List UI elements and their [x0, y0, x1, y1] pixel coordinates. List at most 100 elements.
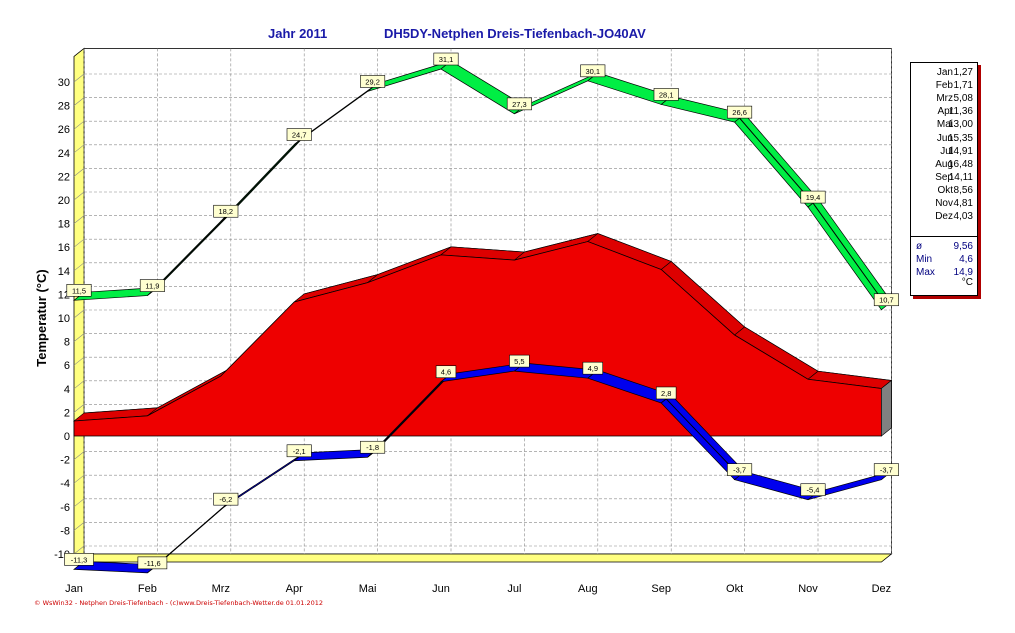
chart-title: Jahr 2011 [268, 26, 328, 41]
max-band-segment-edge [152, 216, 227, 292]
y-tick-label: 0 [64, 431, 70, 443]
max-value-label-box [580, 64, 606, 78]
y-gridline-wall [73, 73, 85, 83]
min-value-label: -3,7 [733, 466, 746, 475]
min-value-label: 5,5 [514, 357, 524, 366]
y-tick-label: 8 [64, 337, 70, 349]
plot-floor [72, 553, 893, 563]
legend-month: Jul [940, 145, 953, 157]
x-tick-label: Jan [65, 583, 83, 595]
legend-value: 4,81 [953, 198, 973, 209]
legend-row: Dez 4,03 [911, 211, 977, 224]
y-axis-label: Temperatur (°C) [34, 269, 49, 366]
legend-unit: °C [961, 277, 973, 288]
y-gridline-wall [73, 333, 85, 342]
chart-subtitle: DH5DY-Netphen Dreis-Tiefenbach-JO40AV [384, 26, 646, 41]
y-gridline-wall [73, 380, 85, 390]
legend-value: 14,91 [947, 145, 973, 157]
max-value-label-box [433, 52, 459, 66]
y-tick-label: 10 [58, 313, 70, 325]
max-value-label-box [286, 128, 312, 141]
max-value-label: 30,1 [585, 67, 600, 76]
x-tick-label: Jul [507, 583, 521, 595]
min-value-label-box [727, 463, 753, 476]
legend-month: Mrz [936, 93, 953, 105]
y-tick-label: 22 [58, 171, 70, 183]
legend-row: Mai 13,00 [911, 119, 977, 132]
legend-row: Apr 11,36 [911, 106, 977, 119]
max-value-label: 11,5 [72, 286, 86, 295]
min-value-label-box [137, 556, 168, 570]
y-tick-label: 30 [58, 77, 70, 89]
x-tick-label: Apr [286, 583, 303, 595]
y-tick-label: 2 [64, 407, 70, 419]
min-value-label: -11,3 [71, 555, 88, 564]
y-tick-label: 16 [58, 242, 70, 254]
y-tick-label: 18 [58, 219, 70, 231]
max-value-label-box [800, 190, 826, 204]
legend-stat-row: ø 9,56 [911, 241, 977, 254]
legend-stat-value: 9,56 [953, 241, 973, 252]
max-value-label-box [727, 105, 753, 119]
min-value-label: -6,2 [219, 495, 232, 504]
x-tick-label: Okt [726, 583, 743, 595]
monthly-mean-legend: Jan 1,27 Feb 1,71 Mrz 5,08 Apr 11,36 Mai 13,00 Jun… [910, 62, 978, 296]
min-value-label-box [286, 444, 312, 458]
max-value-label-box [506, 97, 532, 111]
min-value-label-box [873, 463, 899, 476]
min-value-label-box [213, 492, 239, 506]
y-tick-label: 4 [64, 384, 70, 396]
max-value-label-box [653, 88, 679, 101]
max-value-label: 19,4 [806, 193, 821, 202]
y-tick-label: 26 [58, 124, 70, 136]
legend-row: Feb 1,71 [911, 80, 977, 93]
y-gridline-wall [73, 498, 85, 508]
legend-row: Sep 14,11 [911, 172, 977, 185]
y-gridline-wall [73, 97, 85, 106]
min-value-label: -11,6 [144, 559, 161, 568]
legend-month: Feb [935, 80, 953, 92]
min-value-label: -1,8 [366, 443, 379, 452]
y-gridline-wall [73, 356, 85, 366]
legend-month: Dez [935, 211, 953, 223]
y-gridline-wall [73, 262, 85, 272]
y-tick-label: -2 [60, 455, 70, 467]
legend-row: Jul 14,91 [911, 146, 977, 159]
legend-month: Jan [936, 67, 953, 78]
min-value-label-box [655, 386, 677, 400]
max-value-label: 10,7 [879, 296, 894, 305]
max-value-label: 28,1 [659, 90, 674, 99]
min-value-label-box [64, 553, 94, 566]
legend-value: 8,56 [953, 184, 973, 196]
x-tick-label: Dez [872, 583, 892, 595]
y-tick-label: 20 [58, 195, 70, 207]
max-band-segment-edge [225, 140, 300, 218]
y-gridline-wall [73, 474, 85, 484]
legend-month: Jun [936, 132, 953, 144]
y-tick-label: 28 [58, 101, 70, 113]
y-gridline-wall [73, 144, 85, 154]
legend-value: 1,71 [953, 80, 973, 92]
mean-area-side [881, 379, 892, 437]
y-tick-label: -4 [60, 478, 70, 490]
max-value-label-box [213, 204, 239, 218]
min-band-segment-edge [372, 377, 447, 454]
min-value-label: 4,9 [588, 364, 598, 373]
min-value-label-box [800, 483, 826, 497]
max-value-label: 18,2 [218, 207, 233, 216]
legend-stat-value: 4,6 [959, 254, 973, 265]
legend-stat-label: ø [916, 241, 923, 252]
legend-stat-row: Max 14,9 [911, 267, 977, 280]
mean-area-front [73, 241, 882, 437]
y-gridline-wall [73, 120, 85, 130]
legend-value: 15,35 [947, 132, 973, 144]
legend-month: Mai [936, 119, 953, 131]
y-tick-label: -8 [60, 525, 70, 537]
y-tick-label: 14 [58, 266, 70, 278]
min-value-label: 4,6 [441, 368, 451, 377]
min-value-label-box [360, 440, 386, 454]
legend-value: 14,11 [948, 171, 973, 183]
legend-row: Jan 1,27 [911, 67, 977, 80]
max-band-segment-edge [812, 202, 887, 307]
